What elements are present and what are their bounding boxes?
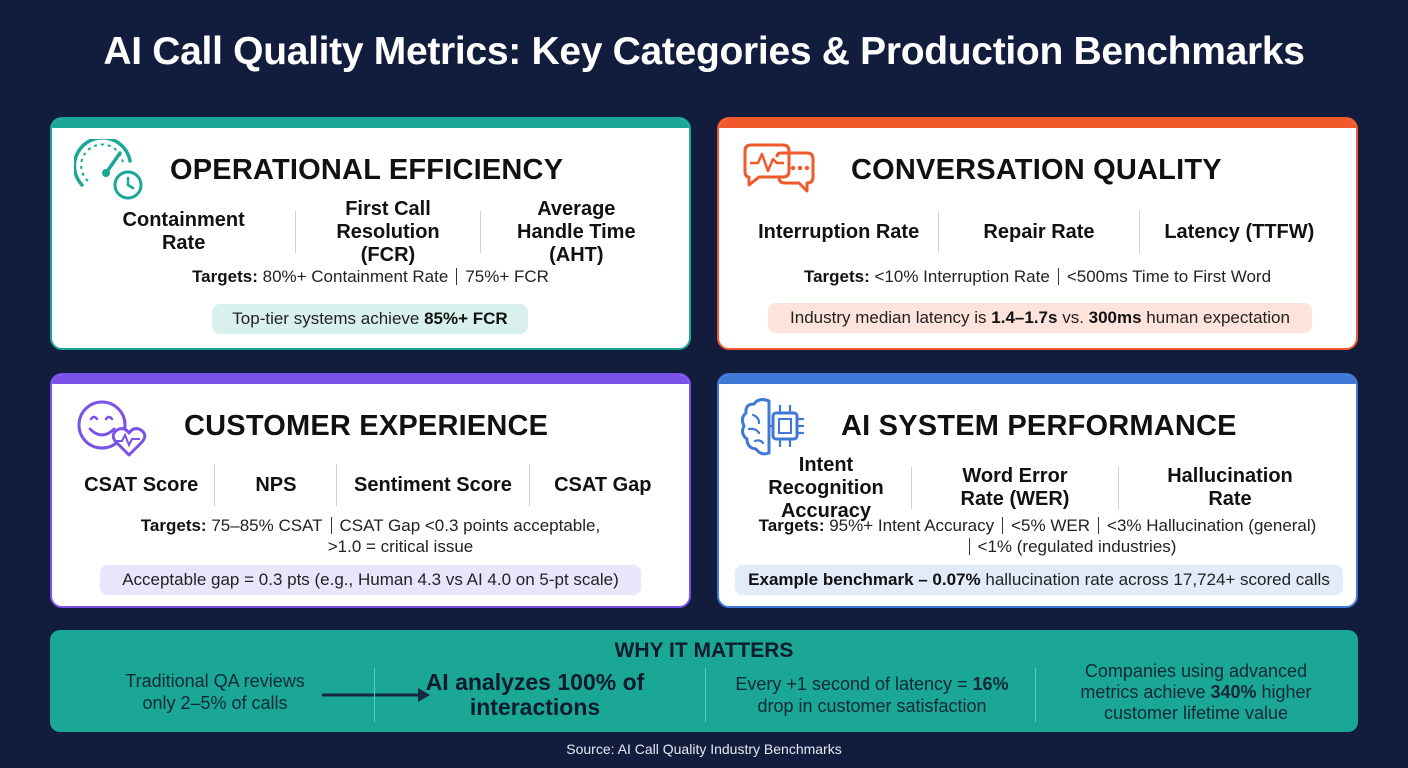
metric-divider — [528, 464, 530, 506]
targets-line: Targets: 80%+ Containment Rate 75%+ FCR — [52, 266, 689, 287]
highlight-text: vs. — [1057, 308, 1089, 327]
target-intent: 95%+ Intent Accuracy — [829, 516, 995, 535]
metric-divider — [1138, 211, 1140, 253]
card-customer-experience: CUSTOMER EXPERIENCE CSAT Score NPS Senti… — [50, 373, 691, 608]
why-col-lifetime-value: Companies using advanced metrics achieve… — [1060, 661, 1332, 724]
target-csat-gap: CSAT Gap <0.3 points acceptable, — [339, 516, 601, 535]
metric-csat-gap: CSAT Gap — [554, 473, 652, 496]
card-conversation-quality: CONVERSATION QUALITY Interruption Rate R… — [717, 117, 1358, 350]
metric-nps: NPS — [255, 473, 297, 496]
metric-first-call-resolution: First Call Resolution (FCR) — [336, 197, 440, 266]
metric-divider — [295, 211, 297, 253]
metrics-row: Intent Recognition Accuracy Word Error R… — [741, 454, 1341, 522]
card-accent-bar — [719, 119, 1356, 128]
metrics-row: CSAT Score NPS Sentiment Score CSAT Gap — [68, 463, 676, 507]
metric-intent-recognition-accuracy: Intent Recognition Accuracy — [768, 453, 884, 522]
target-fcr: 75%+ FCR — [465, 267, 549, 286]
source-caption: Source: AI Call Quality Industry Benchma… — [566, 741, 842, 757]
card-title: AI SYSTEM PERFORMANCE — [841, 410, 1237, 442]
metric-containment-rate: Containment Rate — [122, 209, 245, 254]
metric-latency: Latency (TTFW) — [1164, 220, 1315, 243]
highlight-text: hallucination rate across 17,724+ scored… — [980, 570, 1330, 589]
metric-divider — [911, 467, 912, 509]
why-divider — [1035, 668, 1036, 722]
metric-average-handle-time: Average Handle Time (AHT) — [517, 197, 636, 266]
metric-sentiment-score: Sentiment Score — [354, 473, 512, 496]
why-col-traditional-qa: Traditional QA reviews only 2–5% of call… — [125, 671, 305, 713]
highlight-bold: 85%+ FCR — [424, 309, 508, 328]
highlight-bold: 300ms — [1088, 308, 1142, 327]
highlight-text: Acceptable gap = 0.3 pts (e.g., Human 4.… — [122, 570, 619, 589]
page-title: AI Call Quality Metrics: Key Categories … — [103, 30, 1305, 73]
targets-line: Targets: 95%+ Intent Accuracy <5% WER <3% … — [719, 515, 1356, 536]
card-accent-bar — [52, 119, 689, 128]
why-bold: 16% — [972, 674, 1009, 694]
targets-line-2: <1% (regulated industries) — [719, 536, 1356, 557]
target-containment: 80%+ Containment Rate — [262, 267, 449, 286]
why-col-latency: Every +1 second of latency = 16% drop in… — [724, 673, 1020, 717]
highlight-bold: 1.4–1.7s — [991, 308, 1058, 327]
why-text: drop in customer satisfaction — [757, 696, 987, 716]
metric-divider — [336, 464, 338, 506]
metric-csat-score: CSAT Score — [84, 473, 199, 496]
arrow-right-icon — [322, 688, 430, 702]
highlight-text: Top-tier systems achieve — [232, 309, 425, 328]
why-it-matters-title: WHY IT MATTERS — [614, 639, 794, 662]
target-regulated: <1% (regulated industries) — [977, 537, 1177, 556]
metrics-row: Interruption Rate Repair Rate Latency (T… — [739, 209, 1339, 255]
metric-interruption-rate: Interruption Rate — [758, 220, 920, 243]
targets-block: Targets: 75–85% CSAT CSAT Gap <0.3 points… — [52, 515, 689, 557]
highlight-text: Industry median latency is — [790, 308, 992, 327]
targets-line: Targets: 75–85% CSAT CSAT Gap <0.3 points… — [52, 515, 689, 536]
highlight-pill: Example benchmark – 0.07% hallucination … — [735, 565, 1343, 595]
why-text: higher customer lifetime value — [1103, 682, 1312, 723]
card-accent-bar — [719, 375, 1356, 384]
targets-label: Targets: — [803, 267, 870, 286]
metrics-row: Containment Rate First Call Resolution (… — [72, 198, 672, 266]
highlight-pill: Industry median latency is 1.4–1.7s vs. … — [768, 303, 1312, 333]
card-accent-bar — [52, 375, 689, 384]
metric-divider — [1118, 467, 1119, 509]
highlight-pill: Acceptable gap = 0.3 pts (e.g., Human 4.… — [100, 565, 641, 595]
speedometer-clock-icon — [74, 139, 143, 200]
highlight-bold: Example benchmark – 0.07% — [748, 570, 981, 589]
why-col-ai-analyzes: AI analyzes 100% of interactions — [425, 669, 645, 720]
target-interruption: <10% Interruption Rate — [874, 267, 1050, 286]
card-title: CONVERSATION QUALITY — [851, 154, 1222, 186]
target-ttfw: <500ms Time to First Word — [1066, 267, 1272, 286]
smile-heart-icon — [77, 400, 147, 457]
why-divider — [374, 668, 375, 722]
metric-repair-rate: Repair Rate — [983, 220, 1095, 243]
metric-hallucination-rate: Hallucination Rate — [1167, 465, 1293, 510]
card-operational-efficiency: OPERATIONAL EFFICIENCY Containment Rate … — [50, 117, 691, 350]
card-ai-system-performance: AI SYSTEM PERFORMANCE Intent Recognition… — [717, 373, 1358, 608]
target-wer: <5% WER — [1011, 516, 1091, 535]
highlight-text: human expectation — [1141, 308, 1290, 327]
metric-divider — [479, 211, 481, 253]
targets-block: Targets: 95%+ Intent Accuracy <5% WER <3% … — [719, 515, 1356, 557]
why-it-matters-panel: WHY IT MATTERS Traditional QA reviews on… — [50, 630, 1358, 732]
chat-bubbles-icon — [743, 143, 815, 193]
targets-label: Targets: — [758, 516, 825, 535]
targets-label: Targets: — [140, 516, 207, 535]
brain-chip-icon — [740, 398, 804, 456]
why-text: Companies using advanced metrics achieve — [1080, 661, 1308, 702]
why-divider — [705, 668, 706, 722]
metric-divider — [214, 464, 216, 506]
card-title: CUSTOMER EXPERIENCE — [184, 410, 549, 442]
target-hallucination: <3% Hallucination (general) — [1107, 516, 1317, 535]
metric-word-error-rate: Word Error Rate (WER) — [960, 465, 1070, 510]
highlight-pill: Top-tier systems achieve 85%+ FCR — [212, 304, 528, 334]
why-bold: 340% — [1210, 682, 1257, 702]
card-title: OPERATIONAL EFFICIENCY — [170, 154, 564, 186]
targets-label: Targets: — [192, 267, 258, 286]
why-text: Every +1 second of latency = — [735, 674, 973, 694]
targets-line-2: >1.0 = critical issue — [327, 537, 474, 556]
target-csat: 75–85% CSAT — [211, 516, 323, 535]
metric-divider — [938, 211, 940, 253]
targets-line: Targets: <10% Interruption Rate <500ms Ti… — [719, 266, 1356, 287]
